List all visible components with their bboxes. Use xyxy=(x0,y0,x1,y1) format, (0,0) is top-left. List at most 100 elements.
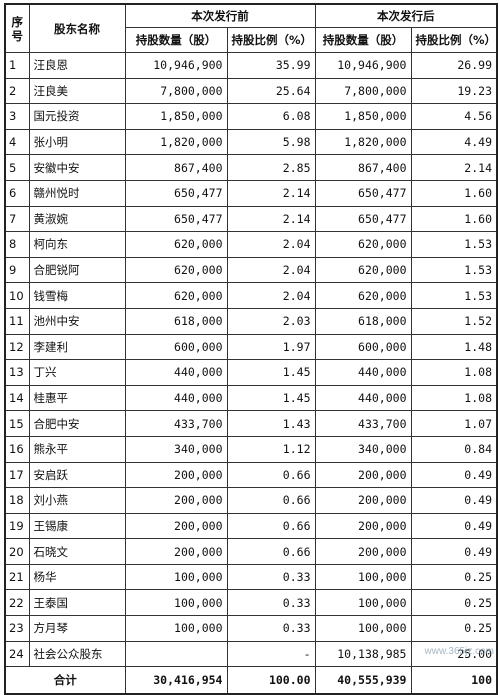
row-index: 10 xyxy=(4,282,30,309)
before-ratio: 1.43 xyxy=(226,410,316,437)
table-body: 1 汪良恩 10,946,900 35.99 10,946,900 26.99 2 汪良美 7,… xyxy=(4,52,498,668)
before-ratio: - xyxy=(226,640,316,668)
row-index: 24 xyxy=(4,640,30,668)
before-shares: 10,946,900 xyxy=(124,52,228,79)
row-index: 5 xyxy=(4,154,30,181)
table-row: 2 汪良美 7,800,000 25.64 7,800,000 19.23 xyxy=(4,77,498,105)
shareholder-name: 合肥中安 xyxy=(28,410,126,437)
before-shares: 200,000 xyxy=(124,512,228,540)
shareholding-table: 序号 股东名称 本次发行前 本次发行后 持股数量（股） 持股比例（%） 持股数量… xyxy=(4,3,498,695)
before-ratio: 2.85 xyxy=(226,154,316,181)
header-after-shares: 持股数量（股） xyxy=(314,27,412,53)
total-row: 合计 30,416,954 100.00 40,555,939 100 xyxy=(4,666,498,695)
before-shares: 200,000 xyxy=(124,461,228,489)
before-ratio: 5.98 xyxy=(226,128,316,156)
before-ratio: 0.33 xyxy=(226,563,316,591)
header-seq: 序号 xyxy=(4,3,30,53)
shareholder-name: 钱雪梅 xyxy=(28,282,126,309)
row-index: 4 xyxy=(4,128,30,156)
before-shares xyxy=(124,640,228,668)
shareholder-name: 李建利 xyxy=(28,333,126,361)
shareholder-name: 桂惠平 xyxy=(28,384,126,412)
row-index: 21 xyxy=(4,563,30,591)
before-ratio: 0.33 xyxy=(226,589,316,617)
table-row: 24 社会公众股东 -10,138,985 25.00 xyxy=(4,640,498,668)
after-ratio: 1.53 xyxy=(410,256,498,284)
after-shares: 440,000 xyxy=(314,384,412,412)
before-shares: 620,000 xyxy=(124,231,228,258)
after-ratio: 0.49 xyxy=(410,538,498,565)
after-ratio: 4.49 xyxy=(410,128,498,156)
after-ratio: 4.56 xyxy=(410,103,498,130)
after-ratio: 1.48 xyxy=(410,333,498,361)
row-index: 23 xyxy=(4,615,30,642)
row-index: 16 xyxy=(4,435,30,463)
table-row: 10 钱雪梅 620,000 2.04 620,000 1.53 xyxy=(4,282,498,309)
row-index: 8 xyxy=(4,231,30,258)
table-row: 17 安启跃 200,000 0.66 200,000 0.49 xyxy=(4,461,498,489)
before-shares: 1,850,000 xyxy=(124,103,228,130)
before-ratio: 0.66 xyxy=(226,538,316,565)
shareholder-name: 柯向东 xyxy=(28,231,126,258)
shareholder-name: 池州中安 xyxy=(28,307,126,335)
after-ratio: 0.25 xyxy=(410,615,498,642)
header-after-ratio: 持股比例（%） xyxy=(410,27,498,53)
shareholder-name: 熊永平 xyxy=(28,435,126,463)
before-shares: 650,477 xyxy=(124,205,228,233)
shareholder-name: 赣州悦时 xyxy=(28,179,126,207)
after-ratio: 1.53 xyxy=(410,282,498,309)
after-shares: 433,700 xyxy=(314,410,412,437)
row-index: 13 xyxy=(4,359,30,386)
before-ratio: 2.14 xyxy=(226,179,316,207)
table-row: 22 王泰国 100,000 0.33 100,000 0.25 xyxy=(4,589,498,617)
header-before-shares: 持股数量（股） xyxy=(124,27,228,53)
after-ratio: 1.60 xyxy=(410,179,498,207)
before-shares: 7,800,000 xyxy=(124,77,228,105)
after-shares: 340,000 xyxy=(314,435,412,463)
after-shares: 7,800,000 xyxy=(314,77,412,105)
row-index: 1 xyxy=(4,52,30,79)
table-row: 3 国元投资 1,850,000 6.08 1,850,000 4.56 xyxy=(4,103,498,130)
shareholder-name: 合肥锐阿 xyxy=(28,256,126,284)
after-shares: 620,000 xyxy=(314,231,412,258)
table-row: 5 安徽中安 867,400 2.85 867,400 2.14 xyxy=(4,154,498,181)
after-ratio: 0.25 xyxy=(410,563,498,591)
before-ratio: 1.97 xyxy=(226,333,316,361)
after-shares: 200,000 xyxy=(314,512,412,540)
shareholder-name: 刘小燕 xyxy=(28,487,126,514)
table-row: 12 李建利 600,000 1.97 600,000 1.48 xyxy=(4,333,498,361)
total-after-ratio: 100 xyxy=(410,666,498,695)
before-ratio: 35.99 xyxy=(226,52,316,79)
after-ratio: 1.52 xyxy=(410,307,498,335)
after-shares: 100,000 xyxy=(314,615,412,642)
row-index: 11 xyxy=(4,307,30,335)
table-row: 23 方月琴 100,000 0.33 100,000 0.25 xyxy=(4,615,498,642)
table-row: 21 杨华 100,000 0.33 100,000 0.25 xyxy=(4,563,498,591)
before-shares: 618,000 xyxy=(124,307,228,335)
after-ratio: 1.08 xyxy=(410,359,498,386)
row-index: 20 xyxy=(4,538,30,565)
after-shares: 100,000 xyxy=(314,589,412,617)
row-index: 12 xyxy=(4,333,30,361)
before-shares: 600,000 xyxy=(124,333,228,361)
shareholder-name: 汪良恩 xyxy=(28,52,126,79)
before-ratio: 2.03 xyxy=(226,307,316,335)
after-ratio: 1.07 xyxy=(410,410,498,437)
after-shares: 440,000 xyxy=(314,359,412,386)
before-ratio: 0.66 xyxy=(226,487,316,514)
row-index: 3 xyxy=(4,103,30,130)
after-shares: 600,000 xyxy=(314,333,412,361)
after-ratio: 2.14 xyxy=(410,154,498,181)
after-shares: 200,000 xyxy=(314,461,412,489)
before-ratio: 2.04 xyxy=(226,282,316,309)
before-ratio: 2.04 xyxy=(226,231,316,258)
table-row: 1 汪良恩 10,946,900 35.99 10,946,900 26.99 xyxy=(4,52,498,79)
shareholder-name: 国元投资 xyxy=(28,103,126,130)
table-row: 20 石晓文 200,000 0.66 200,000 0.49 xyxy=(4,538,498,565)
after-ratio: 1.60 xyxy=(410,205,498,233)
shareholder-name: 王锡康 xyxy=(28,512,126,540)
before-shares: 650,477 xyxy=(124,179,228,207)
after-ratio: 19.23 xyxy=(410,77,498,105)
before-shares: 100,000 xyxy=(124,615,228,642)
before-shares: 100,000 xyxy=(124,589,228,617)
